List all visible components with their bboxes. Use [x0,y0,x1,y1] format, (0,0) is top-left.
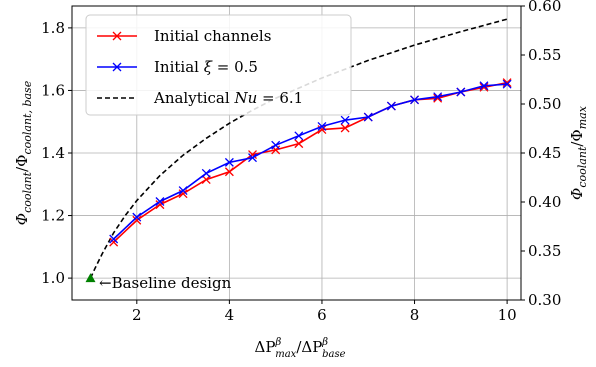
data-point [132,215,142,225]
legend-label-0: Initial channels [154,27,271,45]
series-line-0 [113,81,508,243]
data-point [112,62,122,72]
data-point [132,212,142,222]
legend: Initial channels Initial ξ = 0.5 Analytica… [85,14,352,116]
baseline-annotation: ←Baseline design [99,274,232,292]
y2-tick-label: 0.35 [528,242,561,260]
data-point [271,140,281,150]
y2-tick-label: 0.60 [528,0,561,15]
y-axis-label: Φcoolant/Φcoolant, base [13,80,34,225]
data-point [178,186,188,195]
data-point [224,157,234,167]
tick-layer: 2 4 6 8 10 1.0 1.2 1.4 1.6 1.8 0.30 0.35 0.40 0.45 0.5… [41,0,561,324]
data-point [109,234,119,244]
x-tick-label: 4 [225,306,235,324]
x-axis-label: ΔPβ max/ΔPβ base [255,337,346,360]
series-layer [85,18,512,283]
y-tick-label: 1.4 [41,144,65,162]
y2-tick-label: 0.50 [528,95,561,113]
data-point [363,112,373,122]
data-point [248,153,257,163]
baseline-point [85,273,96,283]
data-point [317,121,327,131]
data-point [410,95,419,105]
data-point [201,168,211,178]
data-point [386,101,396,111]
data-point [155,200,165,210]
data-point [294,131,304,141]
series-line-1 [113,83,508,240]
y-tick-label: 1.6 [41,81,65,99]
data-point [109,237,119,247]
data-point [479,81,489,91]
y2-tick-label: 0.30 [528,291,561,309]
data-point [433,92,443,102]
data-point [155,197,165,206]
data-point [248,150,257,160]
legend-label-2: Analytical Nu = 6.1 [153,89,303,107]
y2-tick-label: 0.40 [528,193,561,211]
data-point [479,82,489,92]
data-point [340,123,350,133]
data-point [201,175,211,185]
legend-label-1: Initial ξ = 0.5 [154,58,258,76]
data-point [502,78,512,88]
y2-tick-label: 0.45 [528,144,561,162]
data-point [502,79,512,89]
y-tick-label: 1.0 [41,269,65,287]
data-point [224,167,234,177]
y-tick-label: 1.8 [41,19,65,37]
data-point [456,87,466,97]
data-point [294,139,304,149]
series-line-2 [89,18,508,279]
legend-box [85,14,352,116]
y2-tick-label: 0.55 [528,46,561,64]
x-tick-label: 10 [498,306,517,324]
x-tick-label: 8 [410,306,420,324]
y2-axis-label: Φcoolant/Φmax [568,105,589,200]
x-tick-label: 6 [317,306,327,324]
y-tick-label: 1.2 [41,207,65,225]
data-point [340,115,350,125]
x-tick-label: 2 [132,306,142,324]
plot-frame [71,5,522,301]
data-point [112,31,122,41]
